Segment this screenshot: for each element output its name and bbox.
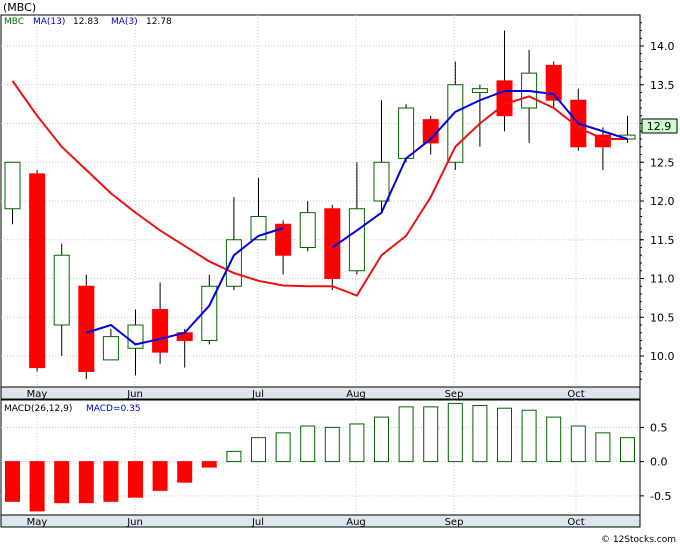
candle-up	[348, 208, 365, 272]
candle-up	[373, 161, 390, 202]
candle-down	[78, 285, 95, 372]
last-price-label: 12.9	[647, 120, 672, 133]
macd-panel: 0.5 0.0 -0.5 May Jun Jul Aug Sep Oct	[0, 399, 671, 528]
candle-down	[324, 208, 341, 279]
copyright-credit: © 12Stocks.com	[601, 535, 676, 545]
price-panel: 14.013.513.012.512.011.511.010.510.0 May…	[0, 14, 675, 400]
candle-up	[398, 107, 415, 159]
candle-down	[275, 223, 292, 256]
macd-bar-positive	[374, 416, 389, 463]
ma-blue-line	[85, 227, 284, 346]
macd-bar-negative	[128, 461, 143, 498]
macd-bar-positive	[423, 406, 439, 463]
series-label-ma3: MA(3)	[111, 17, 138, 27]
macd-bar-positive	[275, 432, 291, 463]
candle-up	[4, 161, 21, 210]
y-tick-label: 11.0	[650, 273, 675, 286]
month-label: Aug	[346, 517, 366, 528]
candle-up	[299, 212, 316, 248]
y-tick-label: 14.0	[650, 40, 675, 53]
macd-bar-negative	[152, 461, 168, 491]
macd-bar-positive	[570, 425, 586, 463]
candle-down	[496, 80, 513, 117]
macd-bar-positive	[324, 426, 340, 463]
macd-bar-positive	[349, 423, 365, 463]
month-label: Sep	[445, 389, 464, 400]
series-label-ma13: MA(13)	[33, 17, 65, 27]
month-label: May	[27, 517, 48, 528]
macd-bar-negative	[29, 461, 45, 512]
ma13-value: 12.83	[73, 17, 99, 27]
y-tick-label: 12.5	[650, 156, 675, 169]
macd-bar-negative	[103, 461, 119, 502]
month-label: Jun	[126, 517, 143, 528]
candle-down	[545, 64, 562, 101]
macd-bar-positive	[521, 409, 537, 463]
x-axis-strip	[0, 514, 641, 528]
macd-bar-positive	[546, 416, 562, 463]
macd-bar-positive	[472, 404, 488, 463]
ma-blue-line	[331, 89, 628, 249]
y-tick-label: 11.5	[650, 234, 675, 247]
candle-up	[102, 336, 119, 361]
y-tick-label: 10.0	[650, 350, 675, 363]
series-label-mbc: MBC	[4, 17, 24, 27]
ma-red-line	[11, 80, 628, 297]
candle-up	[471, 88, 488, 93]
month-label: Aug	[346, 389, 366, 400]
macd-bar-positive	[447, 402, 463, 463]
y-tick-label: 12.0	[650, 195, 675, 208]
candle-down	[594, 134, 611, 148]
month-label: Sep	[445, 517, 464, 528]
x-axis-strip	[0, 386, 641, 400]
macd-bar-negative	[177, 461, 193, 483]
y-tick-label: -0.5	[650, 490, 671, 503]
month-label: Oct	[567, 389, 584, 400]
y-tick-label: 0.0	[650, 456, 668, 469]
candle-up	[225, 239, 242, 287]
candle-down	[29, 173, 46, 369]
macd-bar-positive	[398, 406, 414, 463]
macd-bar-negative	[5, 461, 20, 502]
candle-up	[447, 84, 464, 163]
macd-bar-negative	[78, 461, 94, 504]
macd-bar-negative	[201, 461, 217, 468]
macd-title: MACD(26,12,9)	[4, 404, 72, 414]
macd-bar-positive	[226, 450, 242, 463]
month-label: Jul	[251, 517, 264, 528]
last-price-marker: 12.9	[641, 118, 678, 134]
y-tick-label: 0.5	[650, 421, 668, 434]
macd-bar-positive	[300, 425, 316, 463]
month-label: Jul	[251, 389, 264, 400]
month-label: May	[27, 389, 48, 400]
macd-bar-negative	[54, 461, 70, 504]
candle-down	[152, 309, 169, 353]
y-tick-label: 13.5	[650, 79, 675, 92]
ma3-value: 12.78	[146, 17, 172, 27]
macd-bar-positive	[251, 437, 266, 463]
macd-bar-positive	[595, 432, 611, 463]
ticker-symbol: (MBC)	[3, 1, 36, 14]
macd-bar-positive	[497, 407, 512, 463]
macd-value: MACD=0.35	[86, 404, 141, 414]
month-label: Jun	[126, 389, 143, 400]
y-tick-label: 10.5	[650, 311, 675, 324]
candle-up	[53, 254, 70, 326]
month-label: Oct	[567, 517, 584, 528]
macd-bar-positive	[620, 437, 635, 463]
